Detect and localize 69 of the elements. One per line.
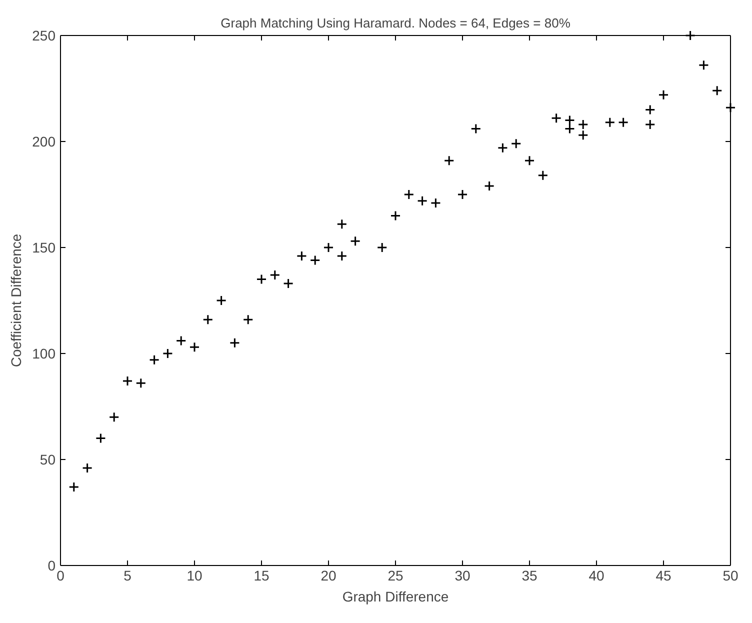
point <box>216 295 227 306</box>
x-axis-title: Graph Difference <box>342 588 449 604</box>
point <box>323 242 334 253</box>
point <box>242 314 254 325</box>
x-tick-label: 35 <box>522 568 538 584</box>
point <box>68 482 80 492</box>
x-tick-label: 30 <box>454 568 470 584</box>
point <box>404 189 414 200</box>
point <box>296 250 307 262</box>
point <box>82 462 93 474</box>
point <box>712 85 722 96</box>
x-tick-label: 40 <box>588 568 604 584</box>
point <box>256 274 267 285</box>
point <box>176 336 186 346</box>
point <box>698 60 709 70</box>
point <box>417 196 428 206</box>
point <box>108 412 120 422</box>
point <box>350 236 361 246</box>
point <box>538 170 548 181</box>
point <box>95 433 106 444</box>
point <box>202 314 214 325</box>
point <box>644 119 656 130</box>
chart-title: Graph Matching Using Haramard. Nodes = 64, Edges = 80% <box>220 16 571 30</box>
x-tick-label: 10 <box>186 568 202 584</box>
x-tick-label: 15 <box>254 568 270 584</box>
point <box>685 30 696 41</box>
point <box>457 189 468 200</box>
x-tick-label: 45 <box>656 568 672 584</box>
point <box>564 124 575 134</box>
point <box>149 354 160 366</box>
point <box>270 270 280 280</box>
y-tick-label: 250 <box>32 28 56 44</box>
point <box>376 242 388 253</box>
point <box>470 124 482 134</box>
y-tick-label: 200 <box>32 134 56 150</box>
point <box>336 218 348 230</box>
point <box>604 117 616 128</box>
x-tick-label: 50 <box>722 568 738 584</box>
point <box>136 378 146 388</box>
y-axis-title: Coefficient Difference <box>8 234 24 368</box>
point <box>618 117 629 128</box>
x-tick-label: 25 <box>388 568 404 584</box>
point <box>725 102 736 113</box>
point <box>444 155 454 166</box>
point <box>578 119 588 130</box>
point <box>658 90 669 100</box>
point <box>551 112 562 124</box>
point <box>430 198 441 208</box>
point <box>122 376 133 386</box>
point <box>524 155 535 166</box>
y-tick-label: 50 <box>40 452 56 468</box>
point <box>564 115 575 126</box>
point <box>283 278 294 289</box>
y-tick-label: 0 <box>48 558 56 574</box>
point <box>644 104 656 115</box>
x-tick-label: 5 <box>124 568 132 584</box>
point <box>578 130 588 140</box>
point <box>497 142 508 154</box>
y-tick-label: 150 <box>32 240 56 256</box>
point <box>484 180 495 192</box>
point <box>310 254 320 266</box>
point <box>229 338 240 348</box>
y-tick-label: 100 <box>32 346 56 362</box>
x-tick-label: 20 <box>320 568 336 584</box>
point <box>510 138 522 149</box>
point <box>189 342 200 352</box>
point <box>336 250 348 262</box>
point <box>390 210 401 221</box>
point <box>162 348 173 359</box>
